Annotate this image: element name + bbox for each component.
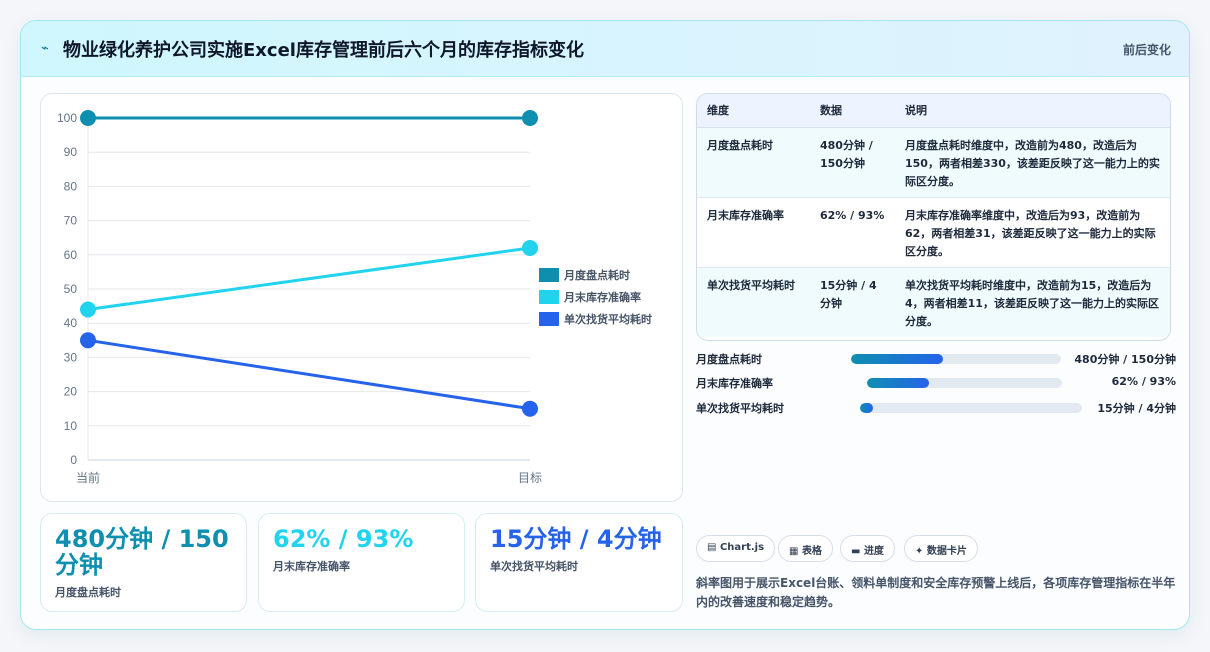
y-tick-label: 20: [64, 385, 78, 399]
data-point: [522, 110, 538, 126]
progress-track: [860, 403, 1082, 413]
column-header: 数据: [810, 94, 895, 128]
chart-icon: ▤: [707, 542, 717, 553]
tag-data-cards[interactable]: ✦ 数据卡片: [904, 535, 978, 562]
y-tick-label: 40: [64, 316, 78, 330]
y-tick-label: 70: [64, 214, 78, 228]
progress-label: 月末库存准确率: [696, 377, 773, 390]
data-point: [522, 239, 538, 256]
progress-row-2: 月末库存准确率 62% / 93%: [696, 373, 1176, 393]
table-row: 月末库存准确率 62% / 93% 月末库存准确率维度中，改造后为93，改造前为…: [697, 197, 1170, 268]
progress-fill: [867, 378, 930, 388]
chart-svg: 0 10 20 30 40 50 60 70 80 90 100 当前 目标 月度盘点耗时月末库存准确率单…: [57, 110, 652, 485]
legend-swatch: [539, 312, 559, 326]
y-tick-label: 60: [64, 248, 78, 262]
progress-row-3: 单次找货平均耗时 15分钟 / 4分钟: [696, 398, 1176, 418]
kpi-label: 单次找货平均耗时: [490, 560, 578, 573]
table-cell: 月末库存准确率维度中，改造后为93，改造前为62，两者相差31，该差距反映了这一…: [895, 197, 1170, 268]
table-cell: 15分钟 / 4分钟: [810, 267, 895, 337]
description-note: 斜率图用于展示Excel台账、领料单制度和安全库存预警上线后，各项库存管理指标在…: [696, 576, 1176, 609]
header-subtitle: 前后变化: [1122, 43, 1171, 57]
data-point: [522, 400, 538, 417]
table-cell: 480分钟 / 150分钟: [810, 127, 895, 198]
progress-value: 480分钟 / 150分钟: [1074, 353, 1176, 366]
slope-chart: 0 10 20 30 40 50 60 70 80 90 100 当前 目标 月度盘点耗时 月末库存准确率单…: [40, 93, 683, 502]
kpi-label: 月度盘点耗时: [55, 586, 121, 599]
progress-fill: [851, 354, 944, 364]
data-table: 维度 数据 说明 月度盘点耗时 480分钟 / 150分钟 月度盘点耗时维度中，…: [696, 93, 1171, 341]
table-header-row: 维度 数据 说明: [697, 94, 1170, 128]
y-tick-label: 0: [70, 453, 77, 467]
progress-fill: [860, 403, 874, 413]
series-line: [87, 246, 531, 312]
progress-label: 月度盘点耗时: [696, 353, 762, 366]
y-tick-label: 30: [64, 350, 78, 364]
table-cell: 月末库存准确率: [697, 197, 810, 268]
table-cell: 单次找货平均耗时维度中，改造前为15，改造后为4，两者相差11，该差距反映了这一…: [895, 267, 1170, 337]
x-tick-label: 目标: [518, 471, 542, 485]
y-tick-label: 100: [57, 111, 77, 125]
progress-row-1: 月度盘点耗时 480分钟 / 150分钟: [696, 349, 1176, 369]
table-cell: 单次找货平均耗时: [697, 267, 810, 337]
header: ⌁ 物业绿化养护公司实施Excel库存管理前后六个月的库存指标变化 前后变化: [21, 21, 1189, 77]
kpi-value: 15分钟 / 4分钟: [490, 525, 662, 553]
progress-value: 62% / 93%: [1111, 375, 1176, 388]
card-icon: ✦: [915, 546, 924, 557]
table-icon: ▦: [789, 546, 799, 557]
legend-label: 单次找货平均耗时: [564, 312, 652, 326]
kpi-value: 480分钟 / 150分钟: [55, 525, 229, 579]
table-cell: 月度盘点耗时维度中，改造前为480，改造后为150，两者相差330，该差距反映了…: [895, 127, 1170, 198]
kpi-value: 62% / 93%: [273, 525, 414, 553]
progress-track: [867, 378, 1062, 388]
data-point: [80, 332, 96, 349]
series-line: [87, 338, 531, 411]
legend-label: 月度盘点耗时: [563, 268, 630, 282]
progress-icon: ▬: [851, 546, 861, 557]
x-tick-label: 当前: [76, 470, 100, 485]
kpi-card-1: 480分钟 / 150分钟 月度盘点耗时: [40, 513, 247, 612]
kpi-card-2: 62% / 93% 月末库存准确率: [258, 513, 465, 612]
table-cell: 62% / 93%: [810, 197, 895, 268]
tag-label: Chart.js: [719, 542, 765, 553]
data-point: [80, 110, 96, 126]
progress-track: [851, 354, 1061, 364]
table-cell: 月度盘点耗时: [697, 127, 810, 198]
lightning-icon: ⌁: [41, 41, 49, 56]
tag-label: 进度: [863, 546, 884, 557]
kpi-card-3: 15分钟 / 4分钟 单次找货平均耗时: [475, 513, 683, 612]
tag-progress[interactable]: ▬ 进度: [840, 535, 895, 562]
column-header: 说明: [895, 94, 1170, 128]
y-tick-label: 80: [64, 179, 78, 193]
table-row: 单次找货平均耗时 15分钟 / 4分钟 单次找货平均耗时维度中，改造前为15，改…: [697, 267, 1170, 337]
data-point: [80, 301, 96, 318]
table-row: 月度盘点耗时 480分钟 / 150分钟 月度盘点耗时维度中，改造前为480，改…: [697, 127, 1170, 198]
page-title: 物业绿化养护公司实施Excel库存管理前后六个月的库存指标变化: [63, 40, 584, 61]
kpi-label: 月末库存准确率: [273, 560, 350, 573]
y-tick-label: 10: [64, 419, 78, 433]
y-tick-label: 50: [64, 282, 78, 296]
legend-label: 月末库存准确率: [563, 290, 641, 304]
legend-swatch: [539, 290, 559, 304]
tag-label: 数据卡片: [926, 546, 967, 557]
y-tick-label: 90: [64, 145, 78, 159]
legend-swatch: [539, 268, 559, 282]
column-header: 维度: [697, 94, 810, 128]
tag-label: 表格: [801, 546, 822, 557]
main-card: ⌁ 物业绿化养护公司实施Excel库存管理前后六个月的库存指标变化 前后变化 0…: [20, 20, 1190, 630]
tag-table[interactable]: ▦ 表格: [778, 535, 833, 562]
tag-chartjs[interactable]: ▤ Chart.js: [696, 535, 776, 562]
progress-label: 单次找货平均耗时: [696, 402, 784, 415]
progress-value: 15分钟 / 4分钟: [1097, 402, 1176, 415]
